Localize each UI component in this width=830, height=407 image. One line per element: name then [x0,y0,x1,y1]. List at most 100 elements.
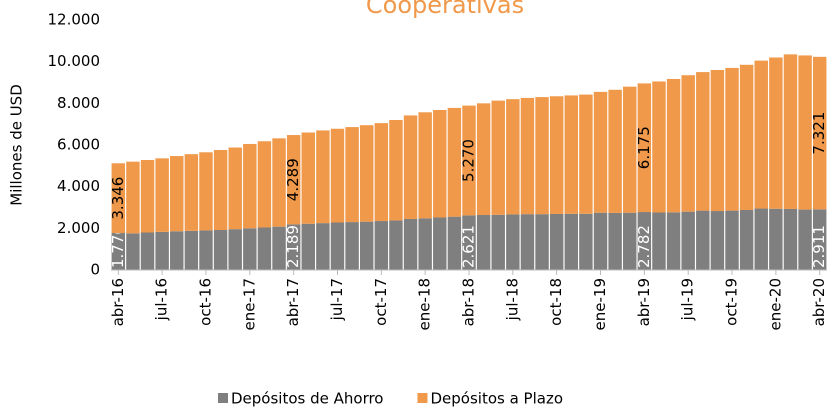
bar-segment [126,161,140,234]
x-tick-label: abr-19 [635,278,653,326]
bar-segment [696,72,710,211]
bar-segment [272,138,286,227]
bar-segment [447,107,462,217]
bar-segment [330,222,345,270]
bar-segment [710,70,725,212]
data-label: 6.175 [635,126,653,169]
bar-segment [170,231,184,270]
bar-segment [535,97,549,215]
bar-segment [111,233,126,270]
chart-title: Cooperativas [366,0,524,19]
legend-label: Depósitos de Ahorro [231,390,383,407]
data-label: 2.189 [284,225,302,268]
x-tick-label: abr-16 [109,278,127,326]
x-tick-label: abr-17 [284,278,302,326]
bar-segment [506,214,520,270]
bar-segment [812,56,827,210]
bar-segment [476,215,491,270]
bar-segment [783,54,798,209]
bar-segment [213,150,228,230]
y-tick-label: 4.000 [57,177,100,195]
bar-segment [798,209,812,270]
bar-segment [666,212,681,270]
y-tick-label: 8.000 [57,94,100,112]
bar-segment [652,81,666,213]
bar-segment [549,213,564,270]
bar-segment [506,99,520,215]
y-tick-label: 12.000 [48,11,101,29]
bar-segment [783,208,798,270]
bar-segment [389,120,403,221]
bar-segment [301,223,315,270]
bar-segment [710,211,725,270]
bar-segment [681,211,695,270]
bar-segment [213,230,228,270]
bar-segment [491,214,505,270]
bar-segment [652,212,666,270]
x-tick-label: oct-18 [547,278,565,326]
data-label: 2.911 [810,225,828,268]
bar-segment [170,156,184,232]
bar-segment [403,115,418,219]
bar-segment [623,86,637,213]
x-tick-label: ene-17 [240,278,258,330]
bar-segment [228,147,242,230]
bar-segment [637,83,652,213]
bar-segment [199,152,213,231]
y-axis-label: Millones de USD [8,84,26,206]
bar-segment [681,75,695,212]
bar-segment [126,233,140,270]
x-tick-label: oct-17 [372,278,390,326]
bar-segment [184,154,199,231]
bar-segment [418,112,432,219]
y-tick-label: 10.000 [48,52,101,70]
x-tick-label: abr-18 [460,278,478,326]
data-label: 2.782 [635,225,653,268]
bar-segment [359,125,374,222]
bar-segment [140,160,155,233]
bar-segment [623,212,637,270]
bar-segment [696,210,710,270]
bar-segment [345,222,359,270]
x-tick-label: ene-18 [416,278,434,330]
bar-segment [286,224,301,270]
bar-segment [155,158,169,232]
bar-segment [140,232,155,270]
bar-segment [593,91,608,213]
bar-segment [374,221,389,270]
bar-segment [184,230,199,270]
x-tick-label: oct-16 [196,278,214,326]
x-tick-label: abr-20 [810,278,828,326]
x-tick-label: ene-19 [591,278,609,330]
bar-segment [243,228,257,270]
bar-segment [403,218,418,270]
x-tick-label: jul-19 [679,278,697,321]
data-label: 5.270 [460,139,478,182]
y-tick-label: 6.000 [57,136,100,154]
bar-segment [374,123,389,222]
bar-segment [769,208,783,270]
y-tick-label: 2.000 [57,219,100,237]
bar-segment [462,215,476,270]
bar-segment [564,95,579,214]
bar-segment [111,163,126,233]
bar-segment [579,213,593,270]
bar-segment [754,60,768,209]
y-tick-label: 0 [90,261,100,279]
bar-segment [666,78,681,213]
legend-label: Depósitos a Plazo [430,390,563,407]
bar-segment [155,231,169,270]
bar-segment [345,127,359,223]
x-tick-label: oct-19 [723,278,741,326]
bar-segment [257,141,272,228]
bar-segment [739,64,754,211]
data-label: 7.321 [810,112,828,155]
bar-segment [608,212,622,270]
x-tick-label: jul-18 [503,278,521,321]
bar-segment [637,212,652,270]
bar-segment [798,55,812,210]
legend-swatch [417,393,428,403]
bar-segment [520,97,535,215]
bar-segment [286,135,301,225]
